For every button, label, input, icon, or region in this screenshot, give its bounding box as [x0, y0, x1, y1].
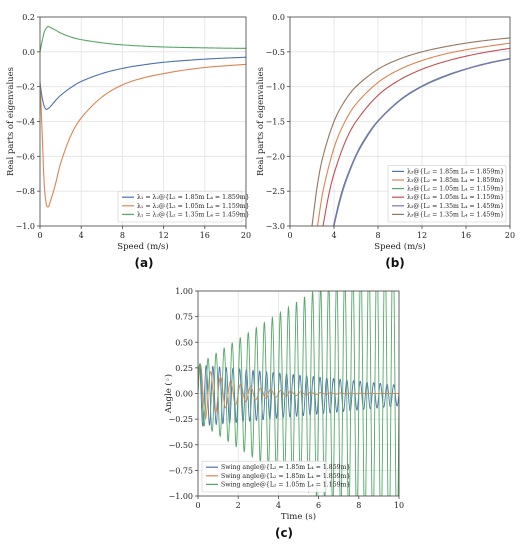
x-tick-label: 6 — [316, 501, 321, 510]
x-tick-label: 20 — [505, 231, 515, 240]
legend-entry: λ₃@{L₂ = 1.05m L₄ = 1.159m} — [407, 186, 504, 193]
y-tick-label: −0.6 — [16, 152, 35, 161]
x-tick-label: 4 — [79, 231, 84, 240]
chart-2: 0 2 4 6 8 10 1.00 0.75 0.50 0.25 0.00 −0.25 −0.50 −0.… — [163, 287, 404, 522]
legend-entry: λ₁ = λ₂@{L₂ = 1.05m L₄ = 1.159m} — [137, 203, 250, 210]
series-line-1-1 — [316, 42, 510, 226]
y-tick-label: 0.00 — [175, 390, 193, 399]
y-axis-label: Angle (◦) — [163, 374, 174, 414]
x-tick-label: 10 — [394, 501, 404, 510]
x-tick-label: 2 — [236, 501, 241, 510]
panel-label-c: (c) — [274, 526, 294, 540]
x-tick-label: 8 — [120, 231, 125, 240]
y-tick-label: −0.25 — [168, 415, 193, 424]
legend-entry: λ₃@{L₂ = 1.05m L₄ = 1.159m} — [407, 194, 504, 201]
y-tick-label: 0.50 — [175, 338, 193, 347]
legend: Swing angle@{L₂ = 1.85m L₄ = 1.859m}Swin… — [201, 460, 350, 493]
panel-label-a: (a) — [134, 256, 154, 270]
y-axis-label: Real parts of eigenvalues — [6, 67, 16, 176]
x-tick-label: 16 — [200, 231, 210, 240]
legend: λ₃@{L₂ = 1.85m L₄ = 1.859m} λ₃@{L₂ = 1.85… — [387, 165, 507, 223]
legend-entry: λ₁ = λ₂@{L₂ = 1.85m L₄ = 1.859m} — [137, 194, 250, 201]
x-tick-label: 12 — [159, 231, 169, 240]
x-axis-label: Speed (m/s) — [117, 241, 168, 252]
legend-entry: λ₃@{L₂ = 1.35m L₄ = 1.459m} — [407, 203, 504, 210]
legend-entry: λ₁ = λ₂@{L₂ = 1.35m L₄ = 1.459m} — [137, 211, 250, 218]
x-tick-label: 8 — [375, 231, 380, 240]
y-tick-label: 1.00 — [175, 287, 193, 296]
legend: λ₁ = λ₂@{L₂ = 1.85m L₄ = 1.859m} λ₁ = λ₂@… — [117, 190, 250, 223]
y-tick-label: 0.75 — [175, 313, 193, 322]
x-tick-label: 12 — [417, 231, 427, 240]
y-tick-label: −0.50 — [168, 441, 193, 450]
x-tick-label: 16 — [461, 231, 471, 240]
legend-entry: Swing angle@{L₂ = 1.85m L₄ = 1.859m} — [221, 464, 350, 471]
y-tick-label: −3.0 — [266, 222, 285, 231]
y-tick-label: 0.0 — [272, 13, 285, 22]
x-tick-label: 0 — [195, 501, 200, 510]
y-tick-label: −2.0 — [266, 152, 285, 161]
y-tick-label: 0.2 — [22, 13, 35, 22]
y-tick-label: −1.00 — [168, 492, 193, 501]
series-line-1-3 — [322, 47, 510, 226]
y-tick-label: −2.5 — [266, 187, 285, 196]
series-line-0-1 — [40, 63, 246, 208]
series-line-0-0 — [40, 56, 246, 110]
x-tick-label: 0 — [287, 231, 292, 240]
y-tick-label: 0.25 — [175, 364, 193, 373]
y-tick-label: −1.5 — [266, 118, 285, 127]
y-tick-label: 0.0 — [22, 48, 35, 57]
legend-box — [117, 190, 243, 223]
y-tick-label: −1.0 — [16, 222, 35, 231]
x-axis-label: Time (s) — [281, 511, 316, 522]
x-axis-label: Speed (m/s) — [374, 241, 425, 252]
legend-entry: λ₃@{L₂ = 1.85m L₄ = 1.859m} — [407, 168, 504, 175]
legend-entry: Swing angle@{L₂ = 1.05m L₄ = 1.159m} — [221, 481, 350, 488]
x-tick-label: 0 — [37, 231, 42, 240]
series-line-1-5 — [311, 37, 510, 226]
legend-box — [201, 460, 327, 493]
x-tick-label: 4 — [331, 231, 336, 240]
legend-box — [387, 165, 507, 223]
y-tick-label: −0.2 — [16, 83, 35, 92]
y-tick-label: −0.5 — [266, 48, 285, 57]
chart-0: 0 4 8 12 16 20 0.2 0.0 −0.2 −0.4 −0.6 −0.8 −1.0 Speed… — [6, 13, 251, 252]
y-axis-label: Real parts of eigenvalues — [256, 67, 266, 176]
x-tick-label: 8 — [356, 501, 361, 510]
x-tick-label: 20 — [241, 231, 251, 240]
y-tick-label: −0.4 — [16, 118, 35, 127]
y-tick-label: −0.8 — [16, 187, 35, 196]
legend-entry: λ₃@{L₂ = 1.35m L₄ = 1.459m} — [407, 211, 504, 218]
y-tick-label: −1.0 — [266, 83, 285, 92]
legend-entry: λ₃@{L₂ = 1.85m L₄ = 1.859m} — [407, 177, 504, 184]
series-line-2-2 — [198, 291, 399, 496]
y-tick-label: −0.75 — [168, 466, 193, 475]
chart-1: 0 4 8 12 16 20 0.0 −0.5 −1.0 −1.5 −2.0 −2.5 −3.0 Spee… — [256, 13, 515, 252]
legend-entry: Swing angle@{L₂ = 1.85m L₄ = 1.859m} — [221, 473, 350, 480]
x-tick-label: 4 — [276, 501, 281, 510]
series-line-0-2 — [40, 26, 246, 52]
panel-label-b: (b) — [385, 256, 405, 270]
series-line-1-4 — [333, 58, 510, 226]
